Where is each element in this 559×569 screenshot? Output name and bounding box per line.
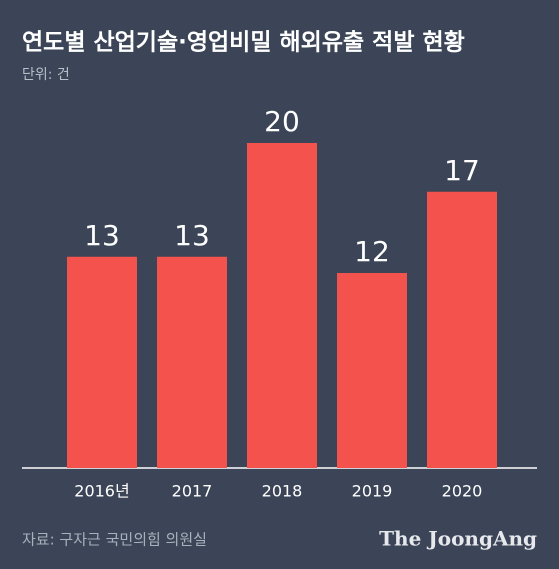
- logo: The JoongAng: [379, 527, 537, 551]
- x-tick-label: 2019: [352, 482, 393, 501]
- source: 자료: 구자근 국민의힘 의원실: [22, 531, 207, 549]
- value-label: 13: [84, 219, 120, 252]
- x-tick-label: 2018: [262, 482, 303, 501]
- value-label: 13: [174, 219, 210, 252]
- value-label: 17: [444, 154, 480, 187]
- bar: [427, 191, 497, 468]
- x-tick-label: 2020: [442, 482, 483, 501]
- chart-title: 연도별 산업기술·영업비밀 해외유출 적발 현황: [22, 30, 465, 56]
- chart-subtitle: 단위: 건: [22, 67, 70, 83]
- value-label: 12: [354, 235, 390, 268]
- bar: [157, 256, 227, 468]
- value-label: 20: [264, 105, 300, 138]
- bar: [337, 273, 407, 468]
- x-tick-label: 2017: [172, 482, 213, 501]
- x-tick-label: 2016년: [74, 482, 129, 501]
- bar: [247, 143, 317, 468]
- bar: [67, 256, 137, 468]
